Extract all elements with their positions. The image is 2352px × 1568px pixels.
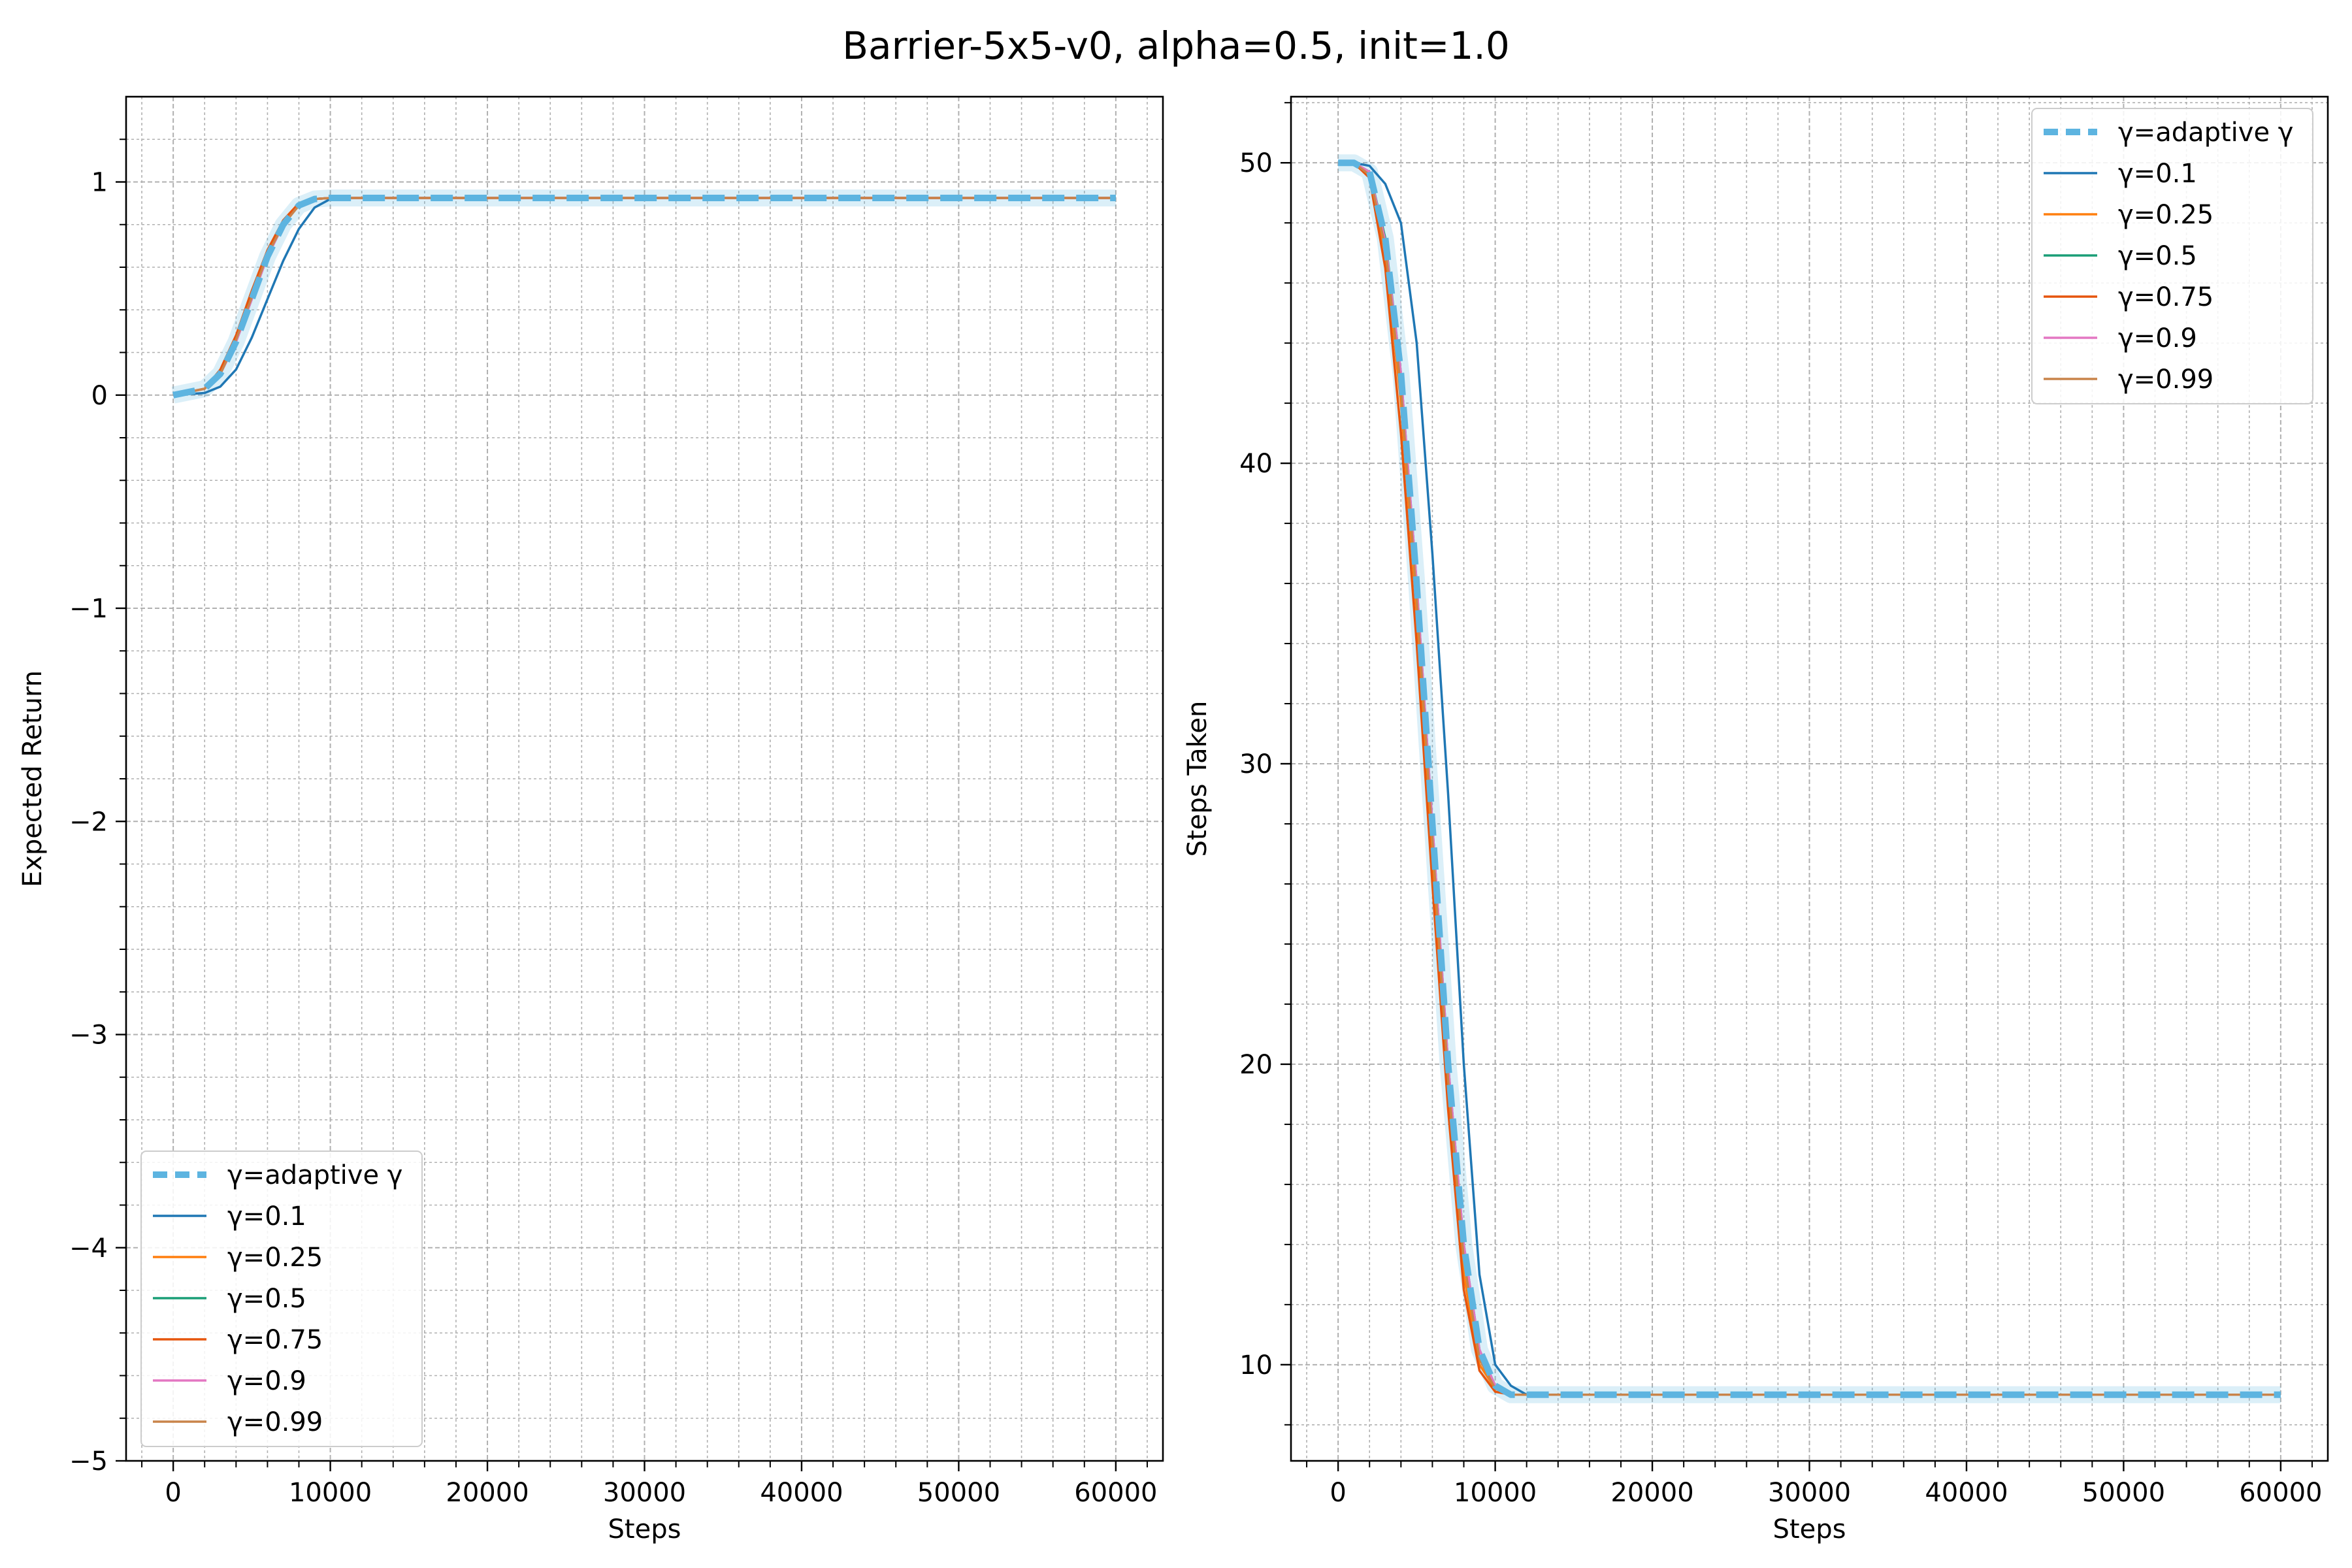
x-tick-label: 30000: [603, 1478, 686, 1508]
x-tick-label: 40000: [760, 1478, 843, 1508]
legend-entry-label: γ=0.99: [227, 1407, 323, 1437]
y-tick-label: −1: [69, 594, 108, 624]
legend-entry-label: γ=0.1: [227, 1201, 306, 1232]
x-axis-label: Steps: [1773, 1514, 1846, 1544]
legend-entry-label: γ=0.1: [2118, 159, 2197, 189]
x-tick-label: 60000: [2239, 1478, 2322, 1508]
x-tick-label: 10000: [289, 1478, 372, 1508]
figure-title: Barrier-5x5-v0, alpha=0.5, init=1.0: [842, 24, 1510, 68]
y-tick-label: −3: [69, 1021, 108, 1051]
axes-frame: [1290, 95, 2329, 1462]
right-panel-steps-taken: 0 10000 20000 30000 40000 50000 60000 10 20 30 40 5…: [1183, 95, 2329, 1544]
legend-entry-label: γ=0.75: [2118, 282, 2213, 312]
y-tick-label: 1: [91, 168, 108, 198]
legend-entry-label: γ=0.9: [2118, 323, 2197, 353]
y-tick-label: −2: [69, 807, 108, 837]
y-tick-label: 30: [1239, 749, 1273, 779]
x-tick-label: 40000: [1925, 1478, 2008, 1508]
x-tick-label: 50000: [2082, 1478, 2165, 1508]
x-tick-label: 30000: [1768, 1478, 1851, 1508]
y-axis-label: Steps Taken: [1183, 701, 1213, 857]
legend-entry-label: γ=0.75: [227, 1325, 323, 1355]
x-tick-label: 20000: [1610, 1478, 1693, 1508]
legend-entry-label: γ=adaptive γ: [227, 1160, 402, 1190]
legend-entry-label: γ=0.5: [227, 1284, 306, 1314]
legend-box: [140, 1151, 423, 1447]
x-tick-label: 50000: [917, 1478, 1000, 1508]
y-tick-label: 0: [91, 381, 108, 411]
axes-frame: [125, 95, 1164, 1462]
legend-entry-label: γ=0.9: [227, 1366, 306, 1396]
y-tick-label: 50: [1239, 148, 1273, 178]
legend-entry-label: γ=adaptive γ: [2118, 118, 2293, 148]
y-axis-label: Expected Return: [18, 670, 48, 887]
left-panel-return: 0 10000 20000 30000 40000 50000 60000 −5 −4 −3 −2 −…: [18, 95, 1164, 1544]
series-line--adaptive-: [172, 195, 1116, 399]
y-tick-label: 10: [1239, 1350, 1273, 1380]
legend: γ=adaptive γ γ=0.1 γ=0.25 γ=0.5 γ=0.75 γ=0.9 γ…: [140, 1151, 423, 1447]
legend-box: [2031, 108, 2313, 404]
x-tick-label: 0: [1330, 1478, 1346, 1508]
y-tick-label: −5: [69, 1446, 108, 1477]
legend-entry-label: γ=0.5: [2118, 241, 2197, 271]
x-axis-label: Steps: [608, 1514, 681, 1544]
y-tick-label: 20: [1239, 1050, 1273, 1080]
y-tick-label: −4: [69, 1233, 108, 1264]
legend-entry-label: γ=0.25: [2118, 200, 2213, 230]
legend-entry-label: γ=0.99: [2118, 365, 2213, 395]
x-tick-label: 0: [165, 1478, 181, 1508]
x-tick-label: 10000: [1454, 1478, 1537, 1508]
y-tick-label: 40: [1239, 449, 1273, 479]
x-tick-label: 60000: [1074, 1478, 1157, 1508]
legend-entry-label: γ=0.25: [227, 1243, 323, 1273]
legend: γ=adaptive γ γ=0.1 γ=0.25 γ=0.5 γ=0.75 γ=0.9 γ…: [2031, 108, 2313, 404]
x-tick-label: 20000: [446, 1478, 529, 1508]
series-line--adaptive-: [1338, 159, 2281, 1398]
